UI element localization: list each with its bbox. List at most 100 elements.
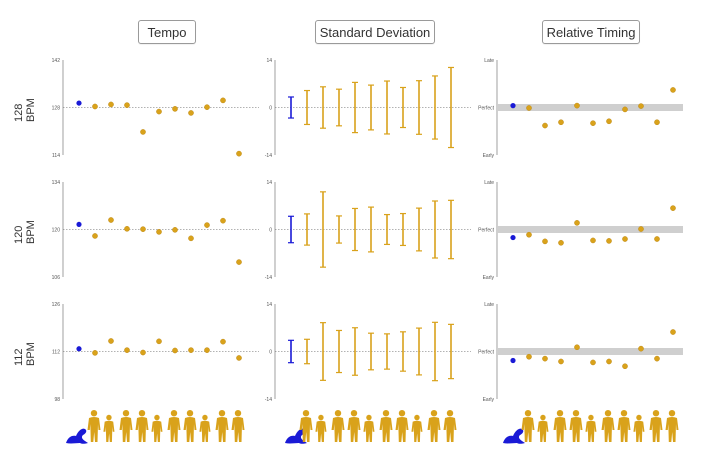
human-torso bbox=[231, 417, 245, 442]
y-tick-label: Late bbox=[484, 180, 494, 186]
seal-robot-icon bbox=[285, 428, 307, 444]
human-point bbox=[156, 338, 162, 345]
human-point bbox=[156, 229, 162, 235]
y-tick-label: Early bbox=[483, 153, 495, 159]
human-head bbox=[524, 410, 532, 417]
human-point bbox=[638, 345, 644, 352]
human-point bbox=[140, 129, 146, 135]
robot-point bbox=[76, 346, 82, 352]
human-point bbox=[92, 233, 98, 239]
human-torso bbox=[215, 417, 229, 442]
human-point bbox=[622, 363, 628, 370]
y-tick-label: 14 bbox=[266, 180, 272, 186]
human-point bbox=[140, 226, 146, 232]
human-point bbox=[526, 231, 532, 238]
human-figure-icon bbox=[135, 410, 149, 442]
human-head bbox=[350, 410, 358, 417]
human-point bbox=[638, 226, 644, 232]
human-head bbox=[122, 410, 130, 417]
human-point bbox=[140, 349, 146, 356]
human-torso bbox=[363, 420, 375, 442]
human-figure-icon bbox=[569, 410, 583, 442]
human-figure-icon bbox=[537, 414, 549, 442]
human-figure-icon bbox=[585, 414, 597, 442]
human-torso bbox=[135, 417, 149, 442]
human-figure-icon bbox=[443, 410, 457, 442]
y-tick-label: -14 bbox=[265, 397, 272, 403]
human-point bbox=[542, 355, 548, 362]
human-head bbox=[636, 414, 642, 421]
panel-rel-120: Late Perfect Early bbox=[478, 180, 683, 281]
human-point bbox=[236, 259, 242, 265]
human-figure-icon bbox=[151, 414, 163, 442]
human-head bbox=[382, 410, 390, 417]
human-head bbox=[398, 410, 406, 417]
y-tick-label: 128 bbox=[52, 105, 61, 111]
human-torso bbox=[665, 417, 679, 442]
y-tick-label: 134 bbox=[52, 180, 61, 186]
human-head bbox=[588, 414, 594, 421]
human-torso bbox=[199, 420, 211, 442]
human-torso bbox=[443, 417, 457, 442]
panel-tempo-120: 134 120 106 bbox=[52, 180, 259, 281]
human-point bbox=[188, 110, 194, 116]
human-torso bbox=[537, 420, 549, 442]
human-point bbox=[574, 102, 580, 109]
human-figure-icon bbox=[215, 410, 229, 442]
perfect-band bbox=[497, 104, 683, 111]
human-head bbox=[154, 414, 160, 421]
human-torso bbox=[151, 420, 163, 442]
human-point bbox=[204, 222, 210, 228]
y-tick-label: -14 bbox=[265, 275, 272, 281]
robot-point bbox=[510, 103, 516, 109]
human-figure-icon bbox=[395, 410, 409, 442]
human-head bbox=[620, 410, 628, 417]
human-head bbox=[202, 414, 208, 421]
y-tick-label: Perfect bbox=[478, 105, 494, 111]
human-point bbox=[92, 350, 98, 356]
human-figure-icon bbox=[199, 414, 211, 442]
human-torso bbox=[617, 417, 631, 442]
human-point bbox=[558, 119, 564, 126]
human-figure-icon bbox=[649, 410, 663, 442]
human-head bbox=[604, 410, 612, 417]
human-torso bbox=[103, 420, 115, 442]
human-figure-icon bbox=[427, 410, 441, 442]
y-tick-label: Perfect bbox=[478, 227, 494, 233]
human-figure-icon bbox=[553, 410, 567, 442]
seal-body bbox=[285, 428, 307, 444]
panel-tempo-112: 126 112 98 bbox=[52, 302, 259, 403]
panel-rel-128: Late Perfect Early bbox=[478, 58, 683, 159]
human-figure-icon bbox=[665, 410, 679, 442]
human-point bbox=[108, 338, 114, 344]
y-tick-label: 114 bbox=[52, 153, 60, 159]
human-point bbox=[172, 347, 178, 354]
panel-rel-112: Late Perfect Early bbox=[478, 302, 683, 403]
human-point bbox=[574, 220, 580, 226]
y-tick-label: 112 bbox=[52, 349, 60, 355]
panel-sd-128: 14 0 -14 bbox=[265, 58, 471, 159]
seal-body bbox=[66, 428, 88, 444]
y-tick-label: Late bbox=[484, 58, 494, 64]
y-tick-label: Perfect bbox=[478, 349, 494, 355]
human-point bbox=[172, 227, 178, 233]
human-figure-icon bbox=[87, 410, 101, 442]
human-torso bbox=[299, 417, 313, 442]
y-tick-label: 0 bbox=[269, 349, 272, 355]
robot-point bbox=[76, 100, 82, 106]
human-head bbox=[556, 410, 564, 417]
human-figure-icon bbox=[347, 410, 361, 442]
human-torso bbox=[331, 417, 345, 442]
human-head bbox=[138, 410, 146, 417]
human-point bbox=[108, 101, 114, 108]
y-tick-label: 14 bbox=[266, 302, 272, 308]
human-point bbox=[558, 239, 564, 246]
human-figure-icon bbox=[521, 410, 535, 442]
human-point bbox=[124, 226, 130, 232]
human-head bbox=[366, 414, 372, 421]
human-point bbox=[188, 235, 194, 242]
y-tick-label: -14 bbox=[265, 153, 272, 159]
human-head bbox=[668, 410, 676, 417]
human-point bbox=[526, 105, 532, 111]
